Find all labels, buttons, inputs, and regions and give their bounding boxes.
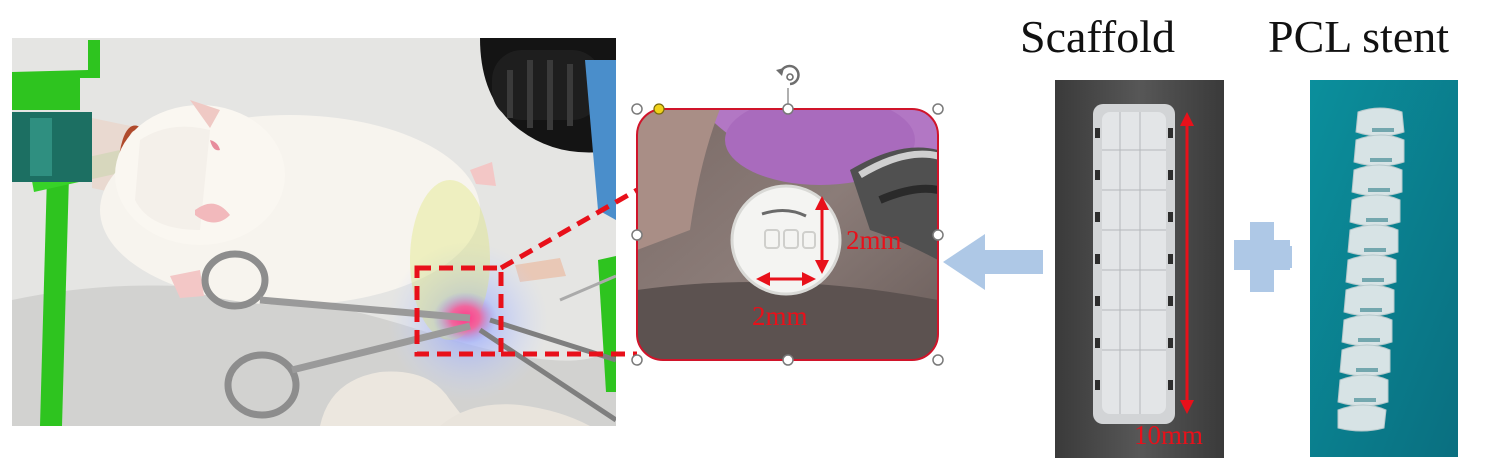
pcl-stent-photo	[1310, 80, 1458, 457]
handle-top-mid[interactable]	[782, 103, 794, 115]
handle-top-left[interactable]	[631, 103, 643, 115]
zoom-connector-top	[499, 187, 639, 271]
inset-height-arrow	[815, 196, 829, 274]
scaffold-label: Scaffold	[1020, 11, 1176, 62]
handle-mid-left[interactable]	[631, 229, 643, 241]
zoom-region-box	[414, 265, 504, 357]
handle-bottom-right[interactable]	[932, 354, 944, 366]
handle-mid-right[interactable]	[932, 229, 944, 241]
scaffold-length-label: 10mm	[1134, 420, 1204, 450]
inset-height-label: 2mm	[846, 225, 902, 255]
handle-bottom-left[interactable]	[631, 354, 643, 366]
handle-bottom-mid[interactable]	[782, 354, 794, 366]
surgery-photo	[12, 38, 616, 426]
inset-zoom-photo[interactable]	[637, 95, 938, 360]
pcl-stent-label: PCL stent	[1268, 11, 1450, 62]
scaffold-photo	[1055, 80, 1224, 458]
rotate-handle-icon[interactable]	[776, 64, 800, 104]
inset-width-arrow	[756, 272, 816, 286]
inset-width-label: 2mm	[752, 301, 808, 331]
adjust-handle-yellow[interactable]	[653, 103, 665, 115]
handle-top-right[interactable]	[932, 103, 944, 115]
scaffold-length-arrow	[1180, 112, 1194, 414]
selection-handles[interactable]	[631, 103, 944, 366]
left-arrow-icon	[943, 234, 1043, 290]
